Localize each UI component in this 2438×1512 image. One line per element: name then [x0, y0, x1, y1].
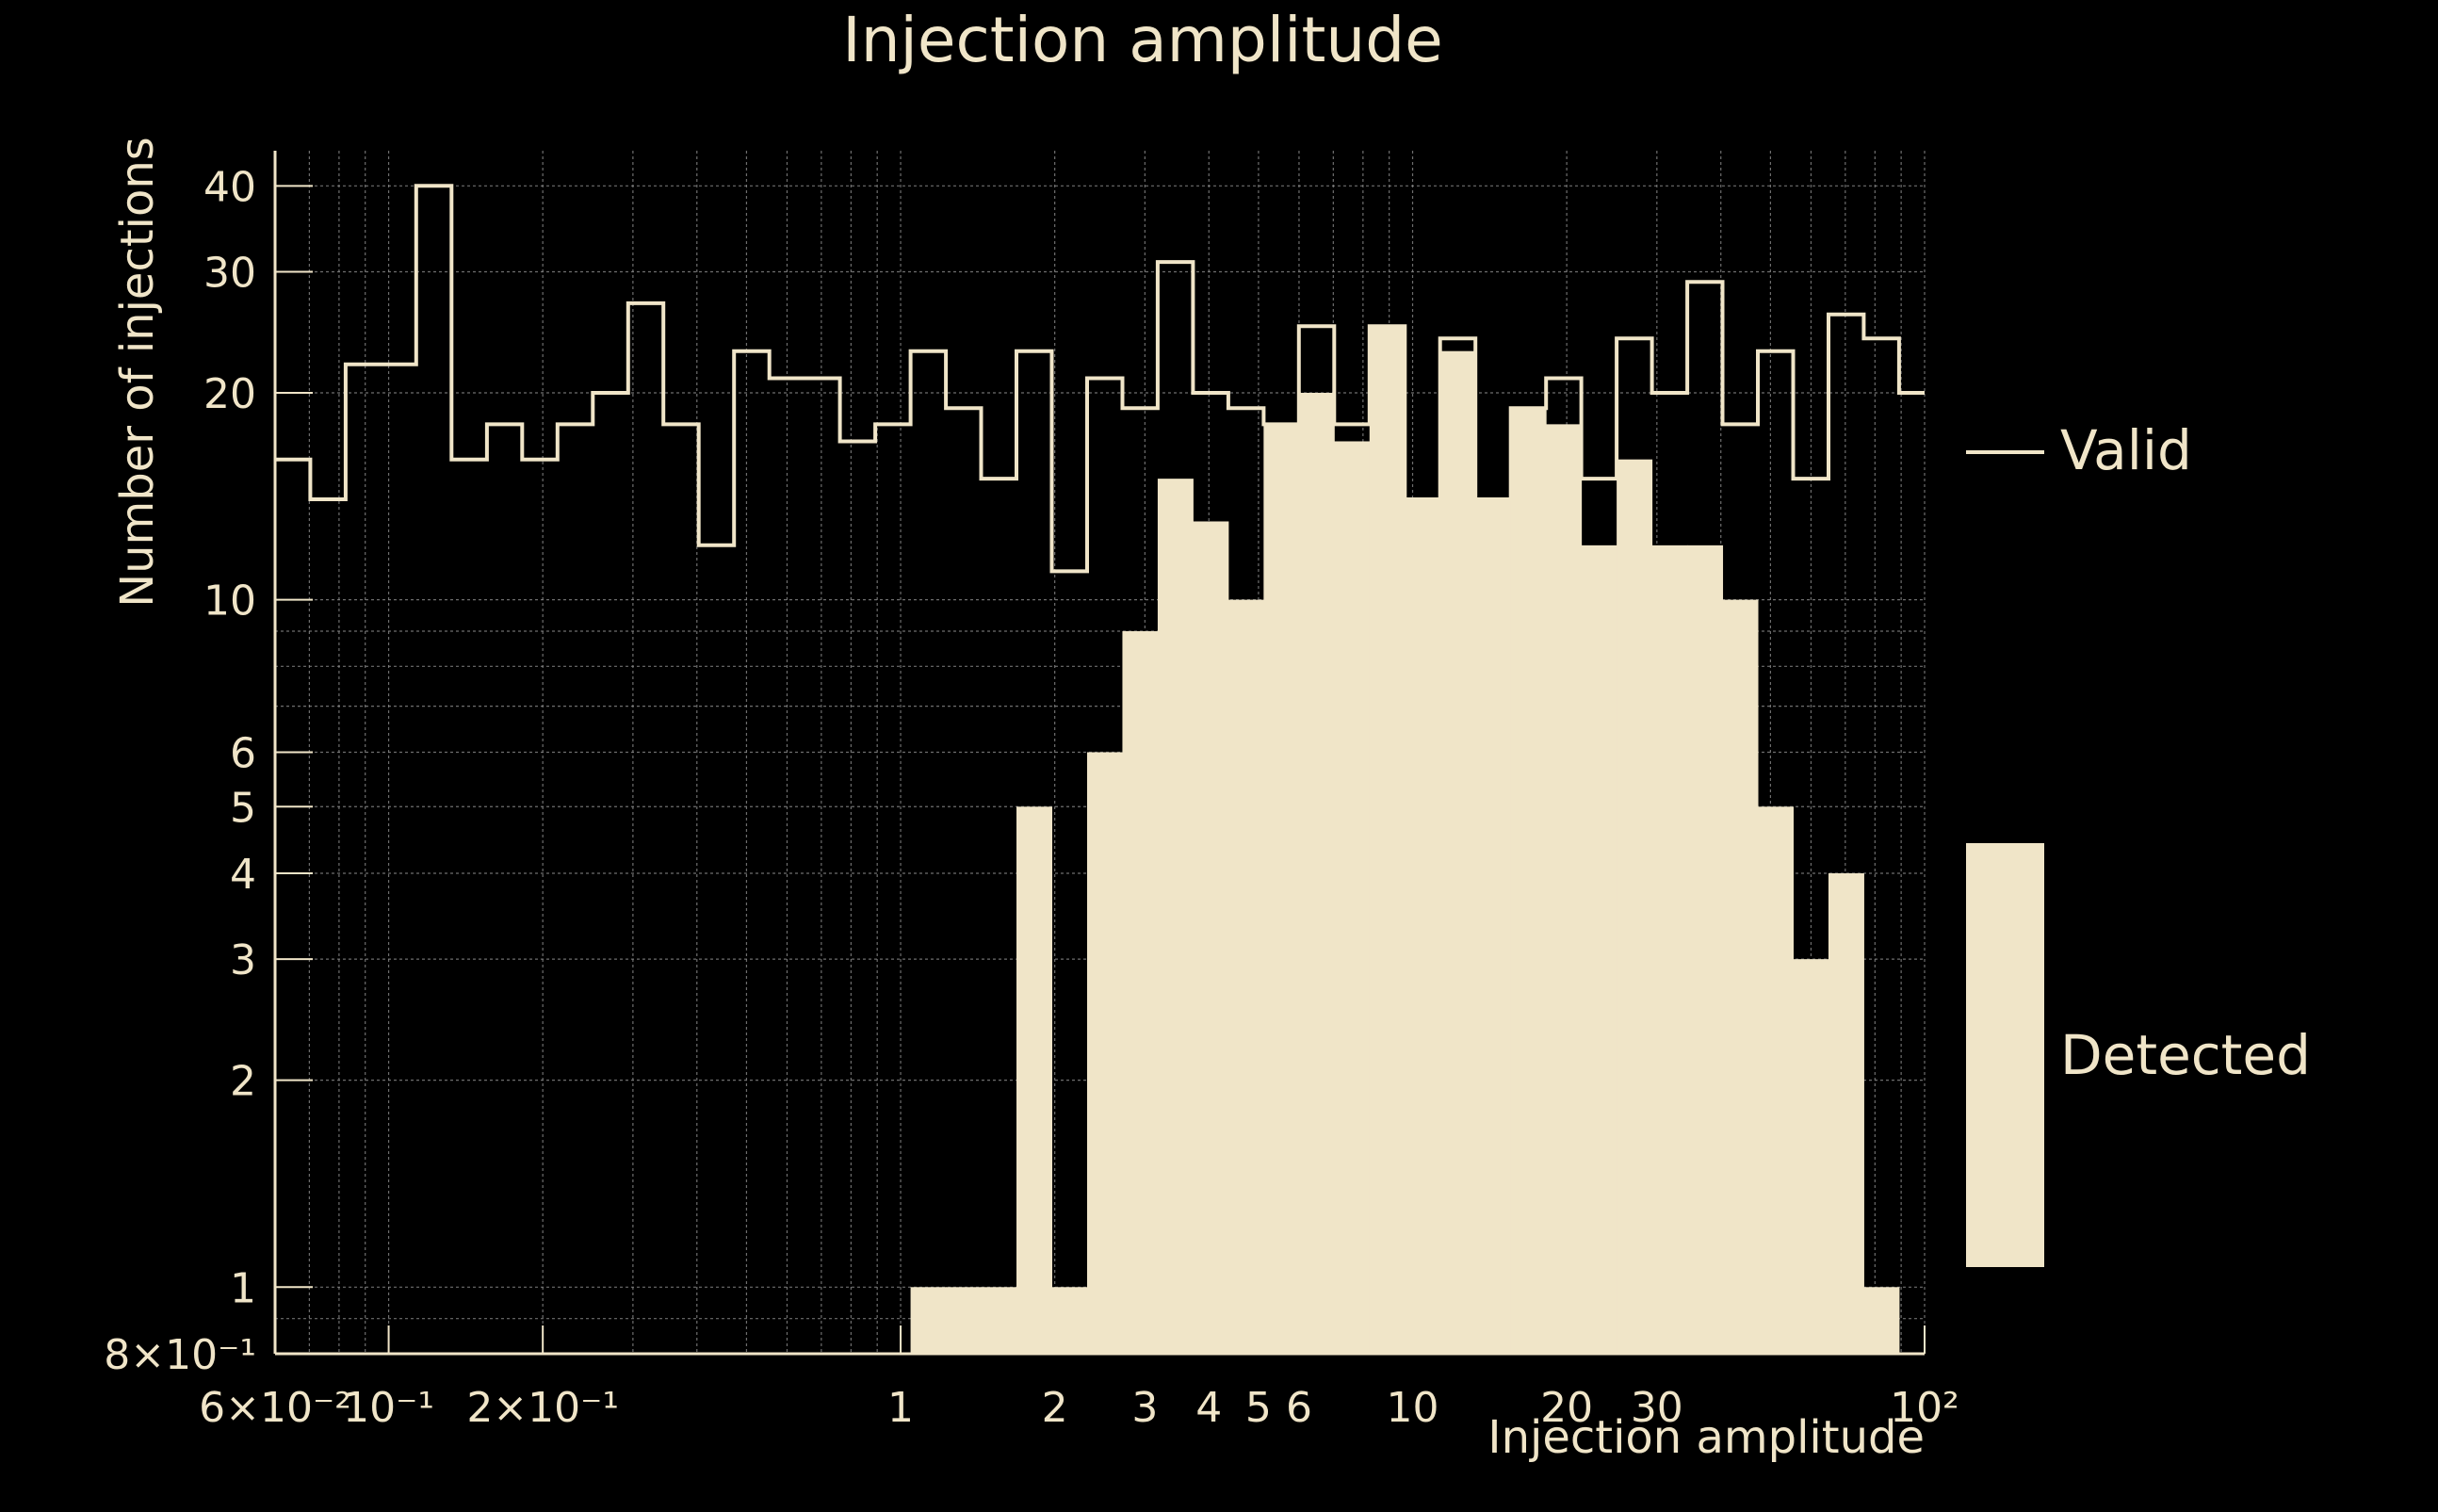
valid-step-path	[275, 184, 1925, 574]
detected-bar	[1405, 499, 1441, 1354]
detected-bar	[946, 1287, 983, 1354]
legend: Valid Detected	[1966, 418, 2311, 1267]
y-tick-label: 5	[230, 784, 256, 832]
legend-detected-swatch	[1966, 843, 2044, 1267]
y-tick-label: 10	[203, 577, 256, 626]
detected-bar	[1369, 326, 1406, 1354]
detected-bar	[1863, 1287, 1900, 1354]
x-tick-labels: 6×10⁻²10⁻¹ 2×10⁻¹ 1 2 3 4 5 6 10 20 30 10²	[199, 1384, 1959, 1432]
y-tick-label: 4	[230, 851, 256, 899]
detected-bar	[1298, 392, 1335, 1354]
valid-step-line	[275, 184, 1925, 574]
y-tick-label: 20	[203, 370, 256, 418]
x-tick-label: 6	[1286, 1384, 1312, 1432]
y-tick-label: 30	[203, 249, 256, 297]
detected-bar	[1687, 545, 1724, 1354]
detected-bar	[1828, 872, 1864, 1354]
detected-bar	[1475, 499, 1512, 1354]
y-tick-label: 3	[230, 936, 256, 984]
detected-bar	[1086, 752, 1123, 1354]
x-tick-label: 10⁻¹	[343, 1384, 434, 1432]
legend-detected-label: Detected	[2060, 1023, 2311, 1087]
x-tick-label: 5	[1245, 1384, 1272, 1432]
detected-bar	[1122, 631, 1159, 1354]
detected-bar	[1722, 599, 1759, 1354]
detected-bar	[1581, 545, 1617, 1354]
detected-bars	[910, 326, 1900, 1354]
y-axis-label: Number of injections	[111, 137, 164, 608]
x-tick-label: 10	[1387, 1384, 1439, 1432]
detected-bar	[1510, 408, 1547, 1354]
detected-bar	[910, 1287, 947, 1354]
detected-bar	[1193, 521, 1229, 1354]
detected-bar	[1546, 424, 1583, 1354]
detected-bar	[981, 1287, 1017, 1354]
x-tick-label: 3	[1131, 1384, 1158, 1432]
x-tick-label: 2	[1042, 1384, 1068, 1432]
detected-bar	[1793, 959, 1829, 1354]
x-axis-label: Injection amplitude	[1487, 1411, 1925, 1464]
x-tick-label: 1	[887, 1384, 914, 1432]
y-tick-label: 6	[230, 730, 256, 778]
x-tick-label: 2×10⁻¹	[466, 1384, 619, 1432]
x-tick-label: 20	[1540, 1384, 1593, 1432]
detected-bar	[1439, 350, 1476, 1354]
detected-bar	[1263, 424, 1300, 1354]
x-tick-label: 6×10⁻²	[199, 1384, 351, 1432]
x-tick-label: 30	[1631, 1384, 1683, 1432]
detected-bar	[1651, 545, 1688, 1354]
detected-bar	[1617, 459, 1653, 1354]
chart-title: Injection amplitude	[842, 4, 1442, 76]
legend-valid-label: Valid	[2060, 418, 2192, 482]
y-tick-label: 40	[203, 163, 256, 211]
x-tick-label: 10²	[1890, 1384, 1959, 1432]
detected-bar	[1051, 1287, 1088, 1354]
axes	[273, 151, 1926, 1356]
y-tick-label: 8×10⁻¹	[104, 1331, 256, 1379]
detected-bar	[1016, 806, 1052, 1354]
detected-bar	[1758, 806, 1794, 1354]
y-tick-label: 2	[230, 1058, 256, 1106]
x-tick-label: 4	[1195, 1384, 1222, 1432]
y-tick-label: 1	[230, 1264, 256, 1312]
y-tick-labels: 8×10⁻¹ 1 2 3 4 5 6 10 20 30 40	[104, 163, 256, 1379]
detected-bar	[1157, 479, 1194, 1354]
detected-bar	[1334, 441, 1371, 1354]
detected-bar	[1227, 599, 1264, 1354]
